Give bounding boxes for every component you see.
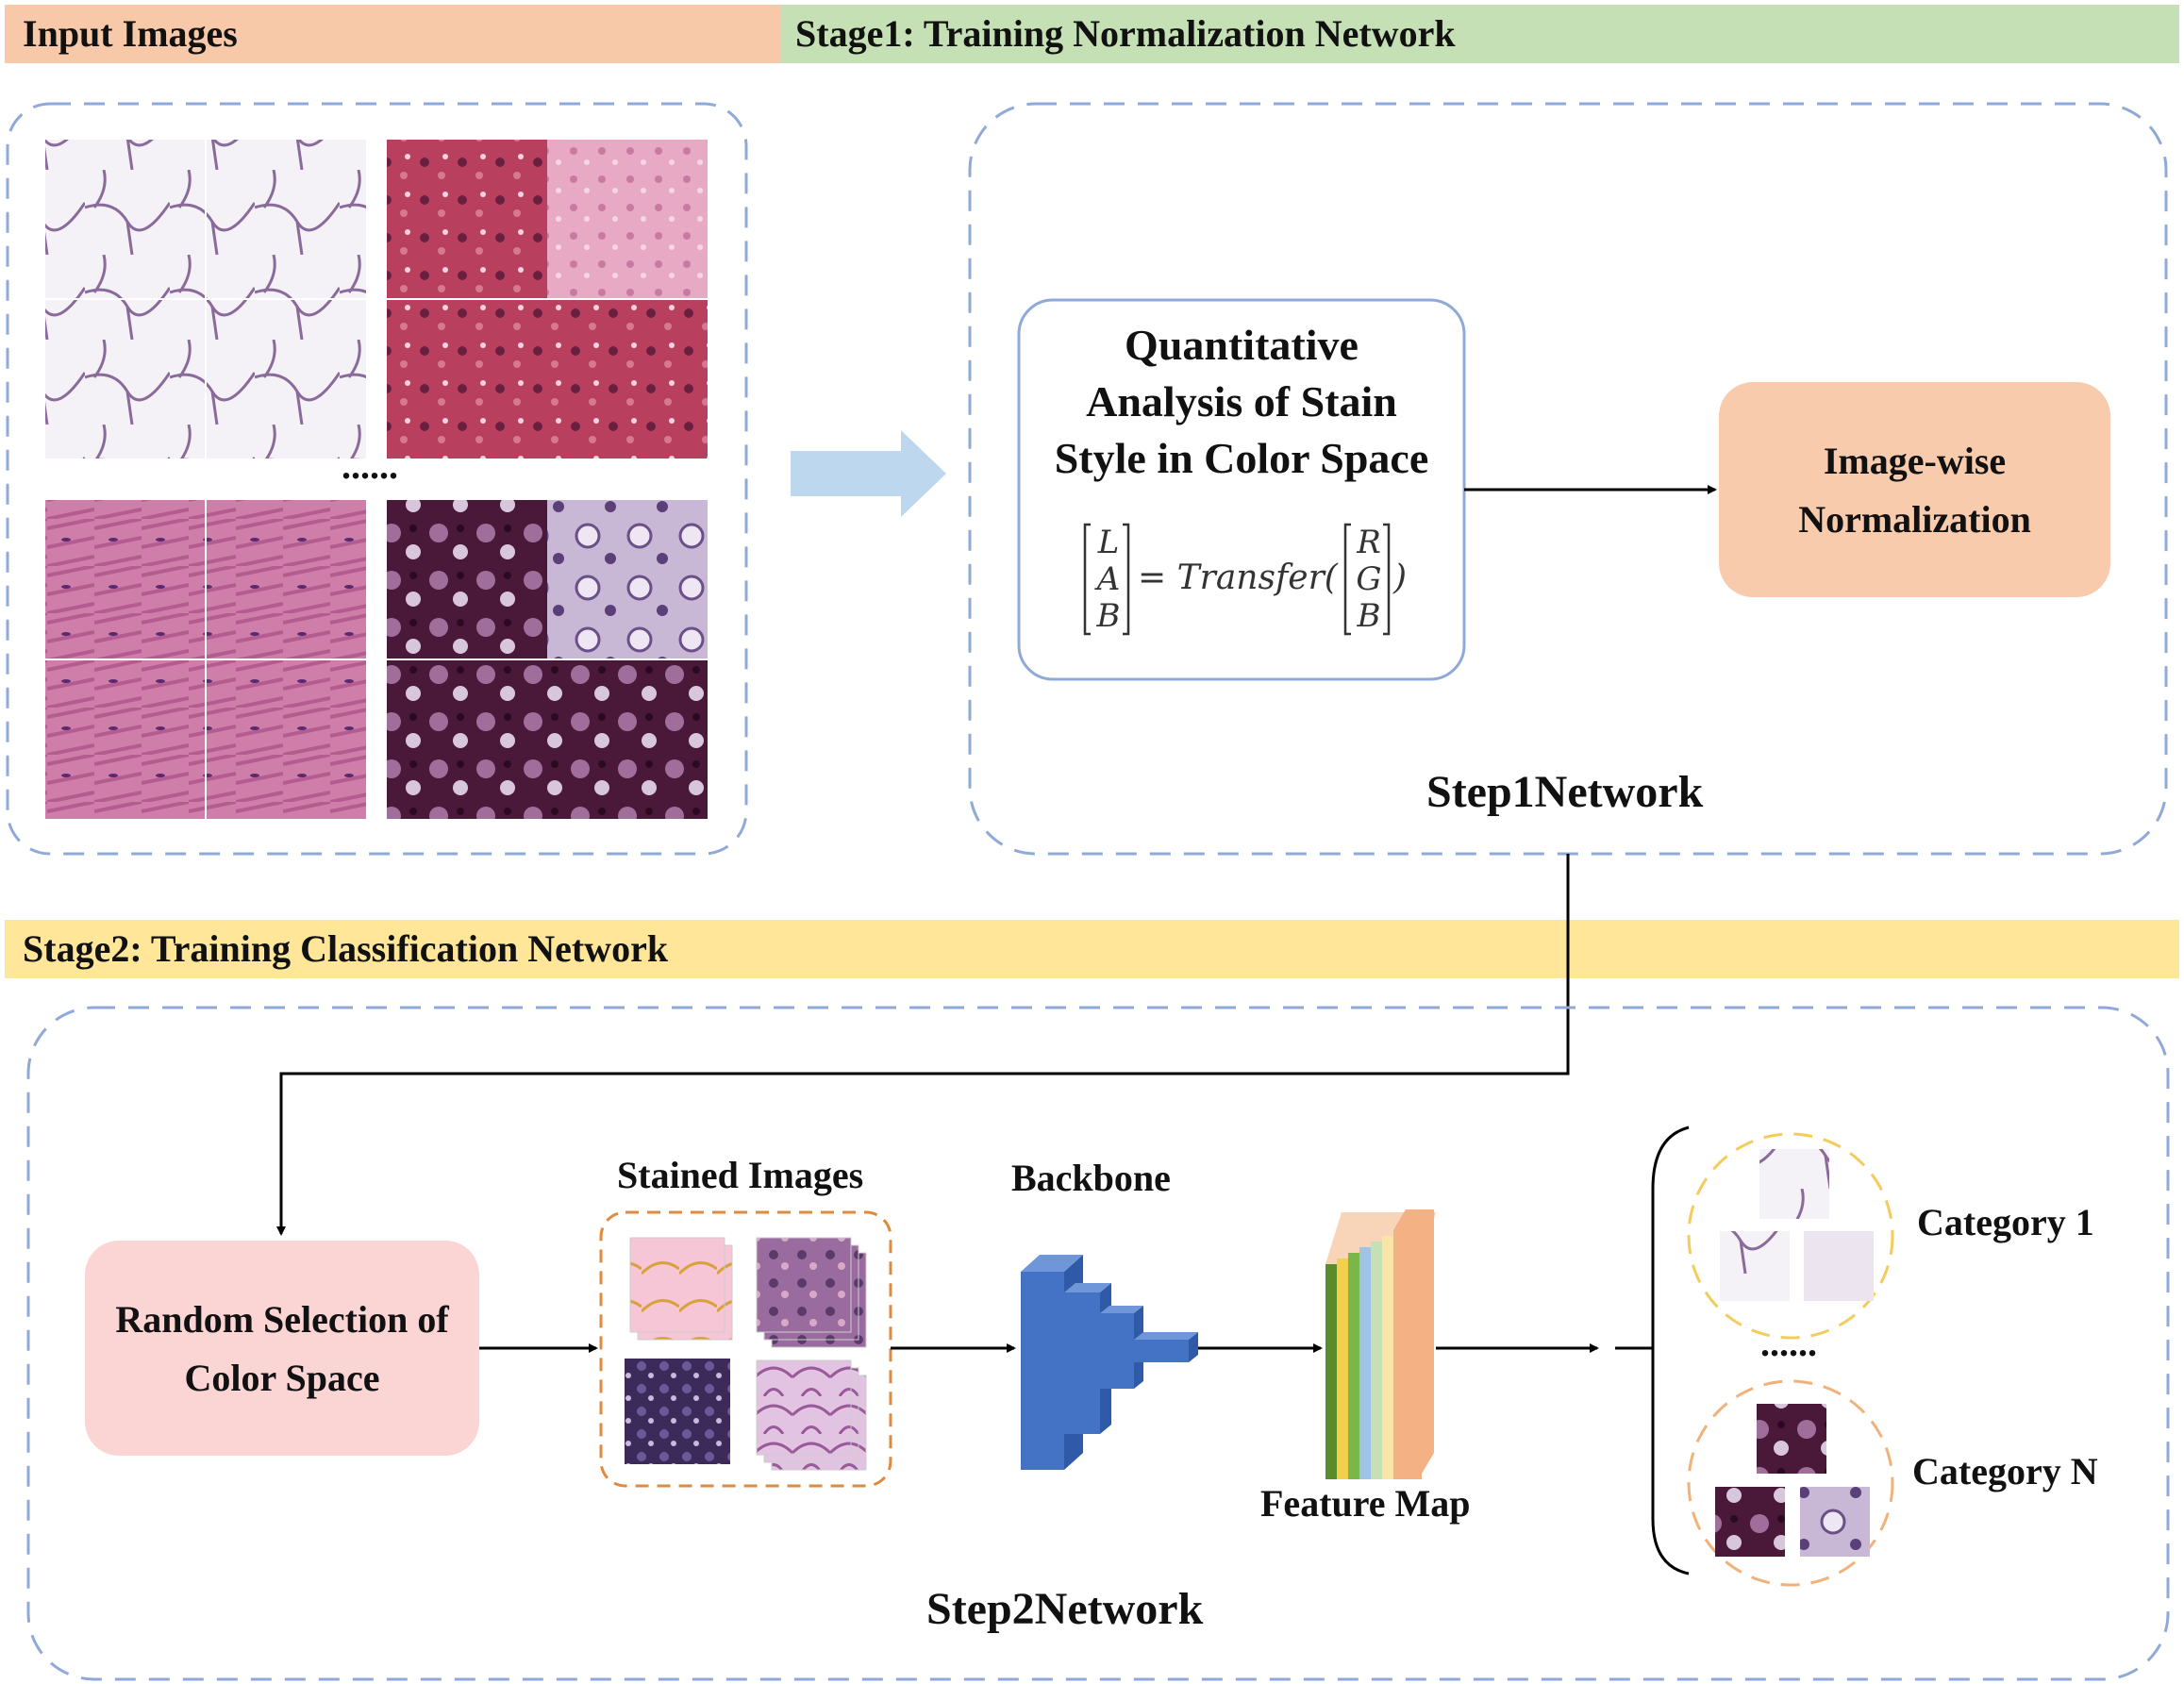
stage2-band xyxy=(5,920,2179,978)
category-n-label: Category N xyxy=(1912,1450,2098,1492)
random-selection-label: Random Selection of Color Space xyxy=(115,1298,449,1399)
backbone-icon xyxy=(1021,1255,1198,1470)
lab-matrix xyxy=(1083,523,1391,636)
step1-to-step2-connector xyxy=(276,854,1570,1236)
big-right-arrow-icon xyxy=(791,430,946,517)
image-wise-normalization-label: Image-wise Normalization xyxy=(1798,440,2031,541)
input-image-grid xyxy=(45,140,708,819)
category-n-samples xyxy=(1715,1404,1870,1557)
stage1-title: Stage1: Training Normalization Network xyxy=(795,12,1456,55)
input-images-title: Input Images xyxy=(23,12,238,55)
formula-lab-vector: L A B xyxy=(1096,524,1121,635)
image-wise-normalization-box xyxy=(1719,382,2110,597)
tissue-tile-gland xyxy=(547,500,708,660)
category-1-label: Category 1 xyxy=(1917,1201,2094,1243)
stained-images-label: Stained Images xyxy=(617,1154,864,1196)
category-ellipsis: ...... xyxy=(1760,1322,1817,1364)
input-images-ellipsis: ...... xyxy=(342,444,398,487)
tissue-tile-pink xyxy=(547,140,708,300)
category-1-samples xyxy=(1720,1149,1874,1301)
stage2-title: Stage2: Training Classification Network xyxy=(23,927,669,970)
input-images-panel xyxy=(6,102,748,856)
stained-image-stacks xyxy=(625,1237,867,1471)
formula-rgb-vector: R G B xyxy=(1356,524,1382,635)
brace-icon xyxy=(1651,1125,1690,1576)
feature-map-label: Feature Map xyxy=(1260,1482,1471,1525)
step1-network-label: Step1Network xyxy=(1426,767,1704,817)
step2-network-label: Step2Network xyxy=(926,1584,1204,1634)
category-n-ring xyxy=(1687,1379,1894,1587)
category-1-ring xyxy=(1687,1132,1894,1340)
feature-map-icon xyxy=(1325,1209,1436,1479)
formula-close-paren: ) xyxy=(1393,559,1408,597)
input-images-band xyxy=(5,5,780,63)
quantitative-analysis-label: Quantitative Analysis of Stain Style in … xyxy=(1054,321,1429,482)
stage1-band xyxy=(780,5,2179,63)
formula-transfer: = Transfer( xyxy=(1138,559,1338,597)
random-selection-box xyxy=(85,1241,479,1456)
backbone-label: Backbone xyxy=(1011,1157,1171,1199)
step2-network-panel xyxy=(26,1006,2170,1681)
